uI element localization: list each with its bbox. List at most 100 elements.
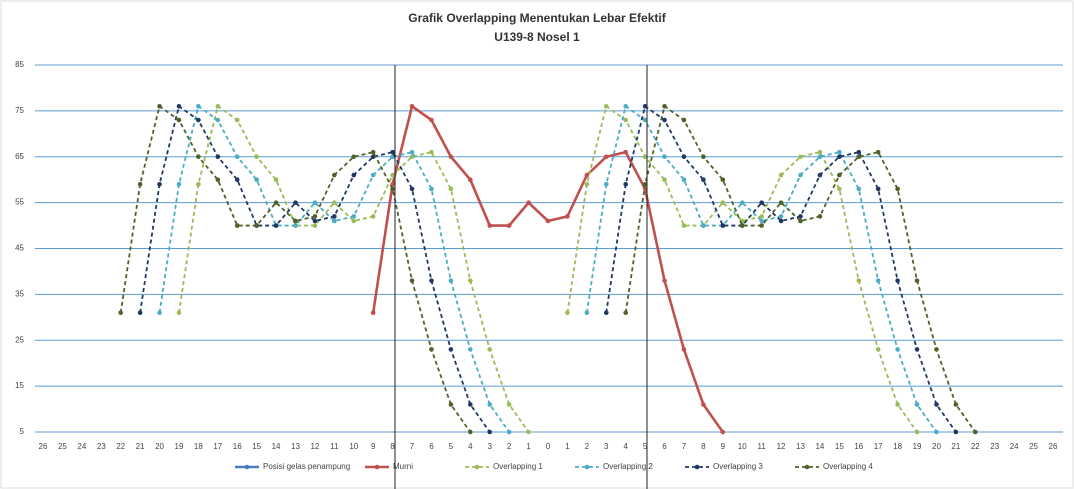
x-tick-label: 2 [507, 442, 512, 451]
point [779, 214, 784, 219]
point [604, 310, 609, 315]
point [623, 104, 628, 109]
point [468, 430, 473, 435]
point [468, 278, 473, 283]
point [371, 173, 376, 178]
point [682, 223, 687, 228]
point [196, 104, 201, 109]
point [196, 154, 201, 159]
x-tick-label: 13 [291, 442, 300, 451]
x-tick-label: 7 [682, 442, 687, 451]
point [274, 200, 279, 205]
point [235, 177, 240, 182]
x-tick-label: 6 [662, 442, 667, 451]
point [876, 187, 881, 192]
y-tick-label: 65 [15, 152, 24, 161]
x-tick-label: 8 [701, 442, 706, 451]
point [410, 278, 415, 283]
point [837, 187, 842, 192]
point [351, 214, 356, 219]
point [546, 219, 551, 224]
point [876, 278, 881, 283]
point [293, 223, 298, 228]
point [876, 150, 881, 155]
chart-frame [1, 1, 1073, 488]
point [682, 118, 687, 123]
y-tick-label: 85 [15, 60, 24, 69]
point [895, 278, 900, 283]
legend-label: Murni [393, 462, 413, 471]
point [798, 154, 803, 159]
x-tick-label: 3 [488, 442, 493, 451]
point [332, 219, 337, 224]
x-tick-label: 21 [951, 442, 960, 451]
legend-label: Overlapping 1 [493, 462, 543, 471]
x-tick-label: 6 [429, 442, 434, 451]
point [138, 182, 143, 187]
point [837, 150, 842, 155]
point [157, 104, 162, 109]
point [526, 430, 531, 435]
point [759, 223, 764, 228]
point [701, 154, 706, 159]
legend-marker [475, 465, 480, 470]
x-tick-label: 19 [175, 442, 184, 451]
x-tick-label: 15 [252, 442, 261, 451]
point [759, 214, 764, 219]
x-tick-label: 18 [893, 442, 902, 451]
point [177, 310, 182, 315]
legend-marker [585, 465, 590, 470]
point [371, 214, 376, 219]
y-tick-label: 5 [20, 427, 25, 436]
y-tick-label: 25 [15, 335, 24, 344]
x-tick-label: 12 [310, 442, 319, 451]
point [662, 154, 667, 159]
legend-marker [375, 465, 380, 470]
point [818, 154, 823, 159]
x-tick-label: 26 [39, 442, 48, 451]
x-tick-label: 26 [1049, 442, 1058, 451]
point [895, 402, 900, 407]
x-tick-label: 14 [272, 442, 281, 451]
point [721, 223, 726, 228]
point [468, 347, 473, 352]
x-tick-label: 22 [971, 442, 980, 451]
x-tick-label: 13 [796, 442, 805, 451]
x-tick-label: 24 [1010, 442, 1019, 451]
x-tick-label: 5 [449, 442, 454, 451]
point [274, 177, 279, 182]
x-tick-label: 12 [777, 442, 786, 451]
point [157, 310, 162, 315]
legend-marker [695, 465, 700, 470]
point [196, 118, 201, 123]
x-tick-label: 7 [410, 442, 415, 451]
point [449, 154, 454, 159]
point [177, 104, 182, 109]
x-tick-label: 18 [194, 442, 203, 451]
x-tick-label: 20 [932, 442, 941, 451]
point [623, 310, 628, 315]
point [313, 214, 318, 219]
point [682, 177, 687, 182]
point [254, 177, 259, 182]
point [351, 154, 356, 159]
point [934, 430, 939, 435]
point [779, 173, 784, 178]
point [934, 402, 939, 407]
point [604, 182, 609, 187]
legend-label: Overlapping 2 [603, 462, 653, 471]
point [604, 154, 609, 159]
point [293, 219, 298, 224]
point [449, 347, 454, 352]
x-tick-label: 1 [565, 442, 570, 451]
point [721, 177, 726, 182]
point [837, 154, 842, 159]
point [565, 310, 570, 315]
point [177, 118, 182, 123]
point [954, 402, 959, 407]
x-tick-label: 11 [757, 442, 766, 451]
point [779, 219, 784, 224]
point [662, 104, 667, 109]
point [293, 200, 298, 205]
point [565, 214, 570, 219]
